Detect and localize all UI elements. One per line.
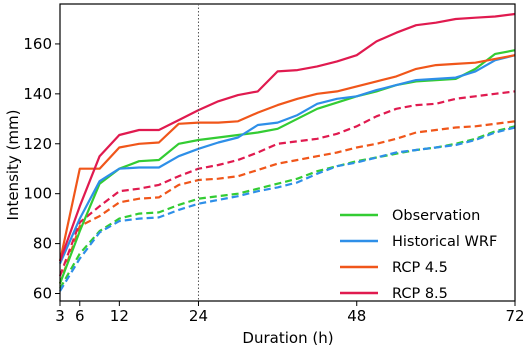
legend-label: Historical WRF [392,234,497,250]
y-tick-label: 140 [23,85,52,103]
y-axis-label: Intensity (mm) [4,110,22,221]
series-line-observation [58,49,516,284]
series-line-historical-wrf-dashed [59,126,516,292]
x-tick-label: 3 [55,307,65,325]
x-tick-label: 6 [75,307,85,325]
y-tick-label: 100 [23,185,52,203]
legend-label: RCP 4.5 [392,260,448,276]
series-line-rcp-4-5 [58,54,516,262]
x-tick-label: 72 [505,307,524,325]
x-tick-label: 24 [189,307,208,325]
series-layer [58,12,516,292]
legend-label: RCP 8.5 [392,286,448,302]
axes-layer: 3 6 12 24 48 72 60 80 100 120 140 160 [23,3,525,325]
series-line-rcp-4-5-dashed [58,120,516,284]
series-line-rcp-8-5 [58,12,516,262]
y-tick-label: 80 [33,235,52,253]
y-tick-label: 120 [23,135,52,153]
y-tick-label: 60 [33,285,52,303]
legend-label: Observation [392,208,480,224]
plot-frame [59,3,516,302]
series-line-historical-wrf [58,54,516,265]
x-axis-label: Duration (h) [242,329,333,346]
series-line-rcp-8-5-dashed [58,90,516,277]
x-tick-label: 48 [347,307,366,325]
x-tick-label: 12 [110,307,129,325]
y-tick-label: 160 [23,35,52,53]
legend: Observation Historical WRF RCP 4.5 RCP 8.5 [340,208,497,302]
